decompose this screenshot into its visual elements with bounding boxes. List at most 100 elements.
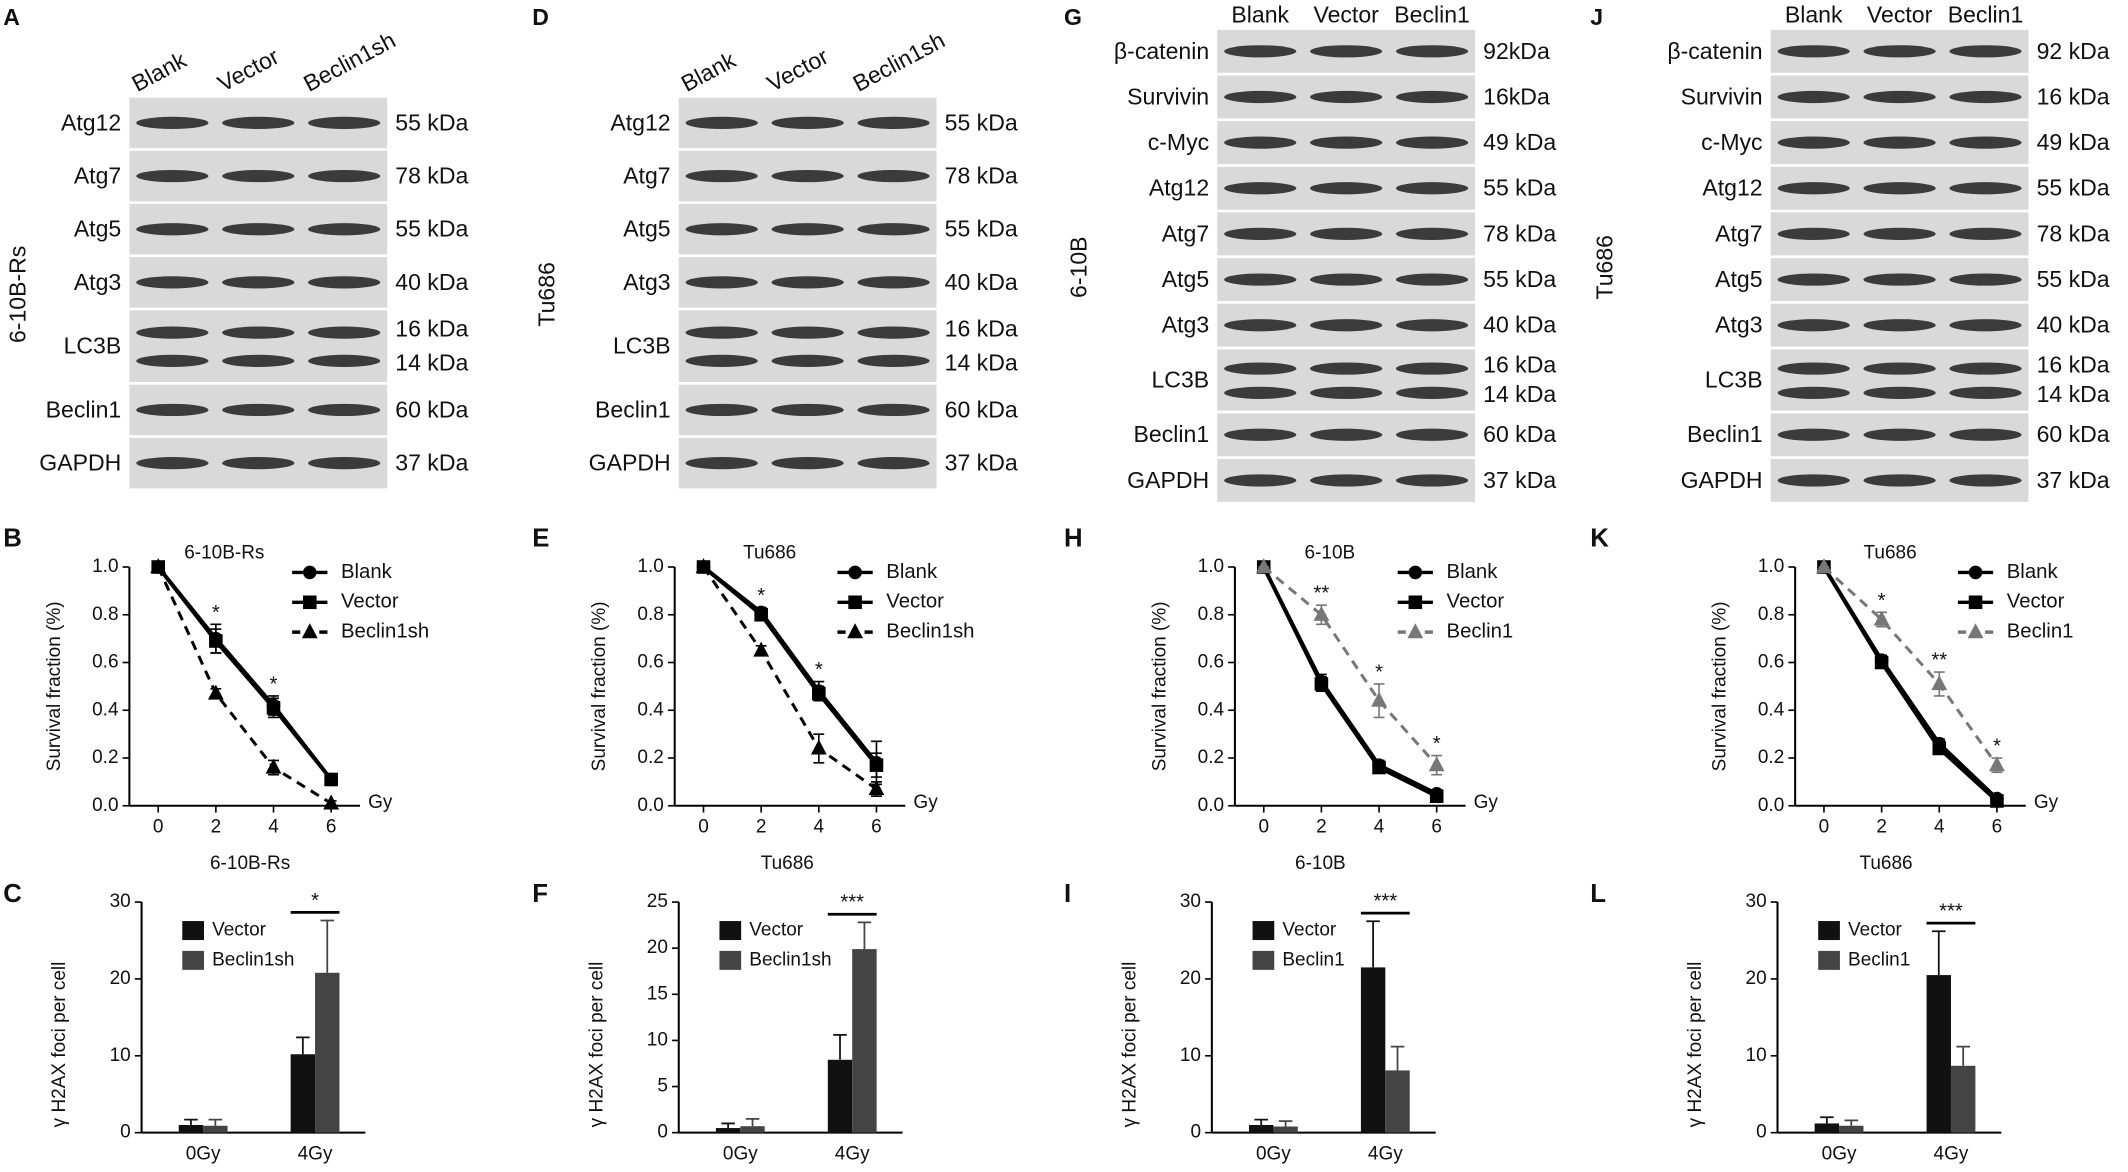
legend-label: Blank: [341, 561, 393, 583]
y-tick-label: 0: [1190, 1122, 1201, 1143]
blot-band: [685, 169, 758, 183]
data-point: [1816, 558, 1832, 574]
y-tick-label: 10: [1180, 1045, 1201, 1066]
data-point: [1990, 794, 2004, 808]
legend-label: Blank: [886, 561, 938, 583]
size-label: 55 kDa: [2037, 175, 2110, 201]
bar: [1839, 1125, 1864, 1133]
blot-band: [1777, 136, 1850, 149]
error-bar: [1820, 1116, 1834, 1124]
blot-band: [308, 223, 381, 236]
lane-label: Blank: [1785, 1, 1843, 27]
lane-label: Blank: [127, 46, 191, 96]
significance-label: ***: [1939, 901, 1963, 923]
panel-letter: F: [532, 880, 548, 908]
x-tick-label: 6: [326, 816, 337, 837]
y-tick-label: 1.0: [92, 556, 118, 577]
data-point: [753, 641, 770, 657]
x-tick-label: 6: [871, 816, 882, 837]
blot-panel: J Tu686 Blank Vector Beclin1 β-catenin 92 kDa S…: [1590, 1, 2110, 502]
legend-label: Beclin1sh: [341, 620, 429, 642]
bar: [315, 972, 340, 1133]
blot-panel: D Tu686 Blank Vector Beclin1sh Atg12 55 kDa Atg…: [532, 4, 1018, 489]
blot-band: [136, 326, 209, 339]
blot-band: [1224, 45, 1297, 58]
x-tick-label: 0Gy: [186, 1143, 221, 1164]
protein-label: c-Myc: [1148, 129, 1209, 155]
y-tick-label: 0.6: [1758, 652, 1784, 673]
series-line: [1262, 565, 1438, 767]
blot-band: [1310, 227, 1383, 241]
legend-label: Beclin1sh: [886, 620, 974, 642]
protein-label: GAPDH: [589, 450, 671, 476]
blot-band: [685, 354, 758, 368]
y-tick-label: 0: [120, 1122, 131, 1143]
blot-band: [1863, 227, 1936, 241]
blot-band: [1395, 45, 1469, 58]
bar: [1950, 1065, 1976, 1133]
protein-label: Atg7: [1715, 220, 1762, 246]
x-tick-label: 0Gy: [723, 1143, 758, 1164]
blot-band: [1949, 386, 2022, 399]
error-bar: [1278, 1120, 1293, 1127]
error-bar: [1390, 1045, 1405, 1071]
lane-label: Beclin1: [1948, 1, 2024, 27]
size-label: 92 kDa: [2037, 38, 2110, 64]
blot-band: [222, 354, 295, 368]
y-tick-label: 0.8: [637, 604, 663, 625]
blot-band: [222, 116, 295, 129]
size-label: 37 kDa: [395, 450, 468, 476]
legend-swatch: [182, 921, 204, 941]
blot-band: [1863, 273, 1936, 286]
size-label: 55 kDa: [395, 216, 468, 242]
chart-title: Tu686: [761, 853, 814, 874]
legend-label: Vector: [749, 920, 803, 941]
legend-label: Vector: [341, 591, 399, 613]
y-tick-label: 0.0: [1758, 795, 1784, 816]
protein-label: Beclin1: [595, 396, 671, 422]
significance-label: **: [1931, 650, 1947, 672]
blot-band: [857, 169, 930, 183]
y-tick-label: 20: [1746, 968, 1767, 989]
panel-letter: E: [532, 525, 549, 553]
blot-band: [771, 169, 844, 183]
y-tick-label: 5: [657, 1076, 668, 1097]
legend-label: Vector: [2007, 591, 2065, 613]
x-tick-label: 2: [756, 816, 767, 837]
lane-label: Vector: [1313, 1, 1379, 27]
error-bar: [745, 1117, 760, 1127]
size-label: 49 kDa: [1483, 129, 1556, 155]
x-tick-label: 4: [268, 816, 279, 837]
blot-band: [1949, 227, 2022, 241]
panel-letter: C: [3, 880, 22, 908]
x-tick-label: 4Gy: [1368, 1143, 1403, 1164]
data-point: [810, 739, 827, 755]
blot-band: [1777, 428, 1850, 441]
protein-label: Atg5: [74, 216, 121, 242]
protein-label: LC3B: [1705, 366, 1763, 392]
panel-letter: H: [1064, 525, 1083, 553]
panel-letter: L: [1590, 880, 1606, 908]
y-tick-label: 0: [1756, 1122, 1767, 1143]
size-label: 40 kDa: [2037, 312, 2110, 338]
blot-band: [685, 116, 758, 129]
blot-band: [136, 223, 209, 236]
y-tick-label: 30: [1746, 891, 1767, 912]
blot-band: [1777, 319, 1850, 332]
significance-label: *: [1993, 736, 2001, 758]
y-tick-label: 1.0: [1758, 556, 1784, 577]
blot-band: [771, 276, 844, 289]
data-point: [1314, 677, 1329, 691]
y-tick-label: 0.4: [92, 699, 118, 720]
protein-label: LC3B: [1151, 366, 1209, 392]
y-tick-label: 0: [657, 1122, 668, 1143]
panel-letter: B: [3, 525, 22, 553]
blot-band: [857, 326, 930, 339]
data-point: [1873, 610, 1890, 626]
blot-band: [1395, 362, 1469, 375]
error-bar: [857, 921, 872, 950]
x-tick-label: 0Gy: [1822, 1143, 1857, 1164]
protein-label: Atg7: [623, 162, 670, 188]
lane-label: Beclin1sh: [299, 27, 399, 97]
size-label: 49 kDa: [2037, 129, 2110, 155]
